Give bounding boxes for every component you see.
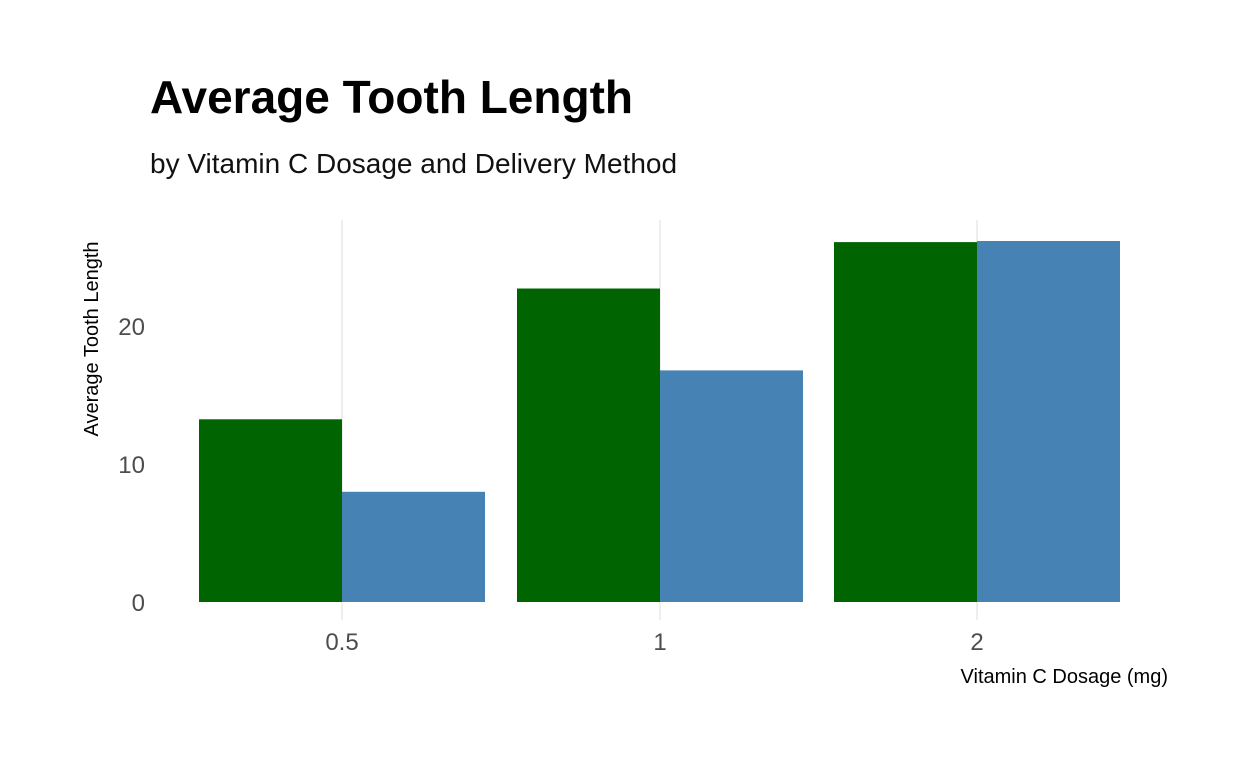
y-tick-label: 10	[118, 452, 145, 479]
bar	[199, 419, 342, 602]
x-axis-title: Vitamin C Dosage (mg)	[961, 666, 1168, 688]
bar	[342, 491, 485, 602]
bar	[660, 370, 803, 602]
y-axis-title: Average Tooth Length	[81, 242, 103, 437]
x-tick-label: 2	[970, 629, 983, 656]
x-tick-label: 0.5	[325, 629, 358, 656]
bar	[834, 242, 977, 603]
chart-title: Average Tooth Length	[150, 71, 633, 123]
chart-subtitle: by Vitamin C Dosage and Delivery Method	[150, 148, 678, 179]
y-tick-label: 0	[132, 590, 145, 617]
bar	[517, 288, 660, 602]
x-tick-label: 1	[653, 629, 666, 656]
bars	[199, 241, 1120, 603]
y-tick-label: 20	[118, 314, 145, 341]
bar	[977, 241, 1120, 603]
